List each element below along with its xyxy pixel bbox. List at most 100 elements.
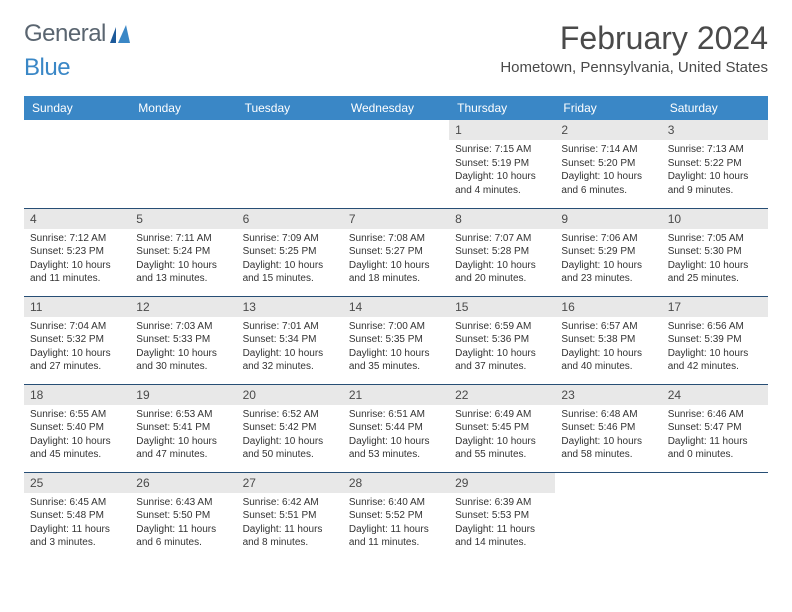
day-header: Sunday [24, 96, 130, 120]
day-cell: 24Sunrise: 6:46 AMSunset: 5:47 PMDayligh… [662, 384, 768, 472]
day-body: Sunrise: 6:56 AMSunset: 5:39 PMDaylight:… [662, 317, 768, 378]
empty-cell [555, 472, 661, 560]
calendar-table: SundayMondayTuesdayWednesdayThursdayFrid… [24, 96, 768, 560]
day-cell: 10Sunrise: 7:05 AMSunset: 5:30 PMDayligh… [662, 208, 768, 296]
day-body: Sunrise: 7:06 AMSunset: 5:29 PMDaylight:… [555, 229, 661, 290]
day-body: Sunrise: 7:03 AMSunset: 5:33 PMDaylight:… [130, 317, 236, 378]
day-cell: 15Sunrise: 6:59 AMSunset: 5:36 PMDayligh… [449, 296, 555, 384]
day-body: Sunrise: 6:57 AMSunset: 5:38 PMDaylight:… [555, 317, 661, 378]
calendar-week-row: 18Sunrise: 6:55 AMSunset: 5:40 PMDayligh… [24, 384, 768, 472]
day-cell: 25Sunrise: 6:45 AMSunset: 5:48 PMDayligh… [24, 472, 130, 560]
day-header: Thursday [449, 96, 555, 120]
day-cell: 12Sunrise: 7:03 AMSunset: 5:33 PMDayligh… [130, 296, 236, 384]
day-cell: 7Sunrise: 7:08 AMSunset: 5:27 PMDaylight… [343, 208, 449, 296]
month-title: February 2024 [500, 20, 768, 57]
day-cell: 1Sunrise: 7:15 AMSunset: 5:19 PMDaylight… [449, 120, 555, 208]
day-cell: 28Sunrise: 6:40 AMSunset: 5:52 PMDayligh… [343, 472, 449, 560]
empty-cell [130, 120, 236, 208]
empty-cell [237, 120, 343, 208]
day-number: 7 [343, 209, 449, 229]
day-number: 24 [662, 385, 768, 405]
day-body: Sunrise: 6:51 AMSunset: 5:44 PMDaylight:… [343, 405, 449, 466]
logo-general: General [24, 20, 106, 48]
day-cell: 21Sunrise: 6:51 AMSunset: 5:44 PMDayligh… [343, 384, 449, 472]
day-cell: 20Sunrise: 6:52 AMSunset: 5:42 PMDayligh… [237, 384, 343, 472]
logo-sails-icon [108, 23, 134, 45]
calendar-week-row: 4Sunrise: 7:12 AMSunset: 5:23 PMDaylight… [24, 208, 768, 296]
day-body: Sunrise: 6:42 AMSunset: 5:51 PMDaylight:… [237, 493, 343, 554]
day-number: 5 [130, 209, 236, 229]
day-number: 18 [24, 385, 130, 405]
day-body: Sunrise: 6:52 AMSunset: 5:42 PMDaylight:… [237, 405, 343, 466]
day-header: Saturday [662, 96, 768, 120]
day-number: 20 [237, 385, 343, 405]
day-number: 8 [449, 209, 555, 229]
calendar-body: 1Sunrise: 7:15 AMSunset: 5:19 PMDaylight… [24, 120, 768, 560]
day-cell: 18Sunrise: 6:55 AMSunset: 5:40 PMDayligh… [24, 384, 130, 472]
day-number: 19 [130, 385, 236, 405]
day-body: Sunrise: 6:46 AMSunset: 5:47 PMDaylight:… [662, 405, 768, 466]
day-cell: 2Sunrise: 7:14 AMSunset: 5:20 PMDaylight… [555, 120, 661, 208]
day-body: Sunrise: 7:08 AMSunset: 5:27 PMDaylight:… [343, 229, 449, 290]
calendar-week-row: 1Sunrise: 7:15 AMSunset: 5:19 PMDaylight… [24, 120, 768, 208]
day-body: Sunrise: 7:13 AMSunset: 5:22 PMDaylight:… [662, 140, 768, 201]
day-cell: 17Sunrise: 6:56 AMSunset: 5:39 PMDayligh… [662, 296, 768, 384]
day-body: Sunrise: 6:55 AMSunset: 5:40 PMDaylight:… [24, 405, 130, 466]
day-body: Sunrise: 6:40 AMSunset: 5:52 PMDaylight:… [343, 493, 449, 554]
day-number: 3 [662, 120, 768, 140]
calendar-header-row: SundayMondayTuesdayWednesdayThursdayFrid… [24, 96, 768, 120]
logo-blue: Blue [24, 54, 70, 82]
calendar-week-row: 11Sunrise: 7:04 AMSunset: 5:32 PMDayligh… [24, 296, 768, 384]
day-body: Sunrise: 7:04 AMSunset: 5:32 PMDaylight:… [24, 317, 130, 378]
day-cell: 13Sunrise: 7:01 AMSunset: 5:34 PMDayligh… [237, 296, 343, 384]
day-cell: 9Sunrise: 7:06 AMSunset: 5:29 PMDaylight… [555, 208, 661, 296]
empty-cell [24, 120, 130, 208]
day-number: 12 [130, 297, 236, 317]
day-number: 25 [24, 473, 130, 493]
day-number: 29 [449, 473, 555, 493]
day-body: Sunrise: 6:59 AMSunset: 5:36 PMDaylight:… [449, 317, 555, 378]
day-number: 17 [662, 297, 768, 317]
day-cell: 11Sunrise: 7:04 AMSunset: 5:32 PMDayligh… [24, 296, 130, 384]
day-cell: 4Sunrise: 7:12 AMSunset: 5:23 PMDaylight… [24, 208, 130, 296]
day-header: Monday [130, 96, 236, 120]
day-cell: 27Sunrise: 6:42 AMSunset: 5:51 PMDayligh… [237, 472, 343, 560]
day-cell: 5Sunrise: 7:11 AMSunset: 5:24 PMDaylight… [130, 208, 236, 296]
day-cell: 14Sunrise: 7:00 AMSunset: 5:35 PMDayligh… [343, 296, 449, 384]
day-body: Sunrise: 7:07 AMSunset: 5:28 PMDaylight:… [449, 229, 555, 290]
day-cell: 16Sunrise: 6:57 AMSunset: 5:38 PMDayligh… [555, 296, 661, 384]
day-number: 23 [555, 385, 661, 405]
day-body: Sunrise: 7:14 AMSunset: 5:20 PMDaylight:… [555, 140, 661, 201]
day-number: 1 [449, 120, 555, 140]
empty-cell [662, 472, 768, 560]
day-number: 13 [237, 297, 343, 317]
day-number: 15 [449, 297, 555, 317]
day-body: Sunrise: 7:00 AMSunset: 5:35 PMDaylight:… [343, 317, 449, 378]
day-number: 16 [555, 297, 661, 317]
day-header: Tuesday [237, 96, 343, 120]
day-cell: 19Sunrise: 6:53 AMSunset: 5:41 PMDayligh… [130, 384, 236, 472]
day-body: Sunrise: 6:53 AMSunset: 5:41 PMDaylight:… [130, 405, 236, 466]
day-number: 11 [24, 297, 130, 317]
day-cell: 26Sunrise: 6:43 AMSunset: 5:50 PMDayligh… [130, 472, 236, 560]
day-cell: 23Sunrise: 6:48 AMSunset: 5:46 PMDayligh… [555, 384, 661, 472]
calendar-week-row: 25Sunrise: 6:45 AMSunset: 5:48 PMDayligh… [24, 472, 768, 560]
day-number: 21 [343, 385, 449, 405]
day-number: 9 [555, 209, 661, 229]
day-cell: 6Sunrise: 7:09 AMSunset: 5:25 PMDaylight… [237, 208, 343, 296]
title-block: February 2024 Hometown, Pennsylvania, Un… [500, 20, 768, 76]
day-body: Sunrise: 6:48 AMSunset: 5:46 PMDaylight:… [555, 405, 661, 466]
day-number: 2 [555, 120, 661, 140]
day-body: Sunrise: 6:45 AMSunset: 5:48 PMDaylight:… [24, 493, 130, 554]
day-body: Sunrise: 7:09 AMSunset: 5:25 PMDaylight:… [237, 229, 343, 290]
location: Hometown, Pennsylvania, United States [500, 59, 768, 76]
day-body: Sunrise: 7:12 AMSunset: 5:23 PMDaylight:… [24, 229, 130, 290]
day-header: Wednesday [343, 96, 449, 120]
day-body: Sunrise: 6:49 AMSunset: 5:45 PMDaylight:… [449, 405, 555, 466]
day-body: Sunrise: 6:43 AMSunset: 5:50 PMDaylight:… [130, 493, 236, 554]
day-cell: 29Sunrise: 6:39 AMSunset: 5:53 PMDayligh… [449, 472, 555, 560]
day-number: 26 [130, 473, 236, 493]
day-header: Friday [555, 96, 661, 120]
day-cell: 8Sunrise: 7:07 AMSunset: 5:28 PMDaylight… [449, 208, 555, 296]
day-body: Sunrise: 7:15 AMSunset: 5:19 PMDaylight:… [449, 140, 555, 201]
